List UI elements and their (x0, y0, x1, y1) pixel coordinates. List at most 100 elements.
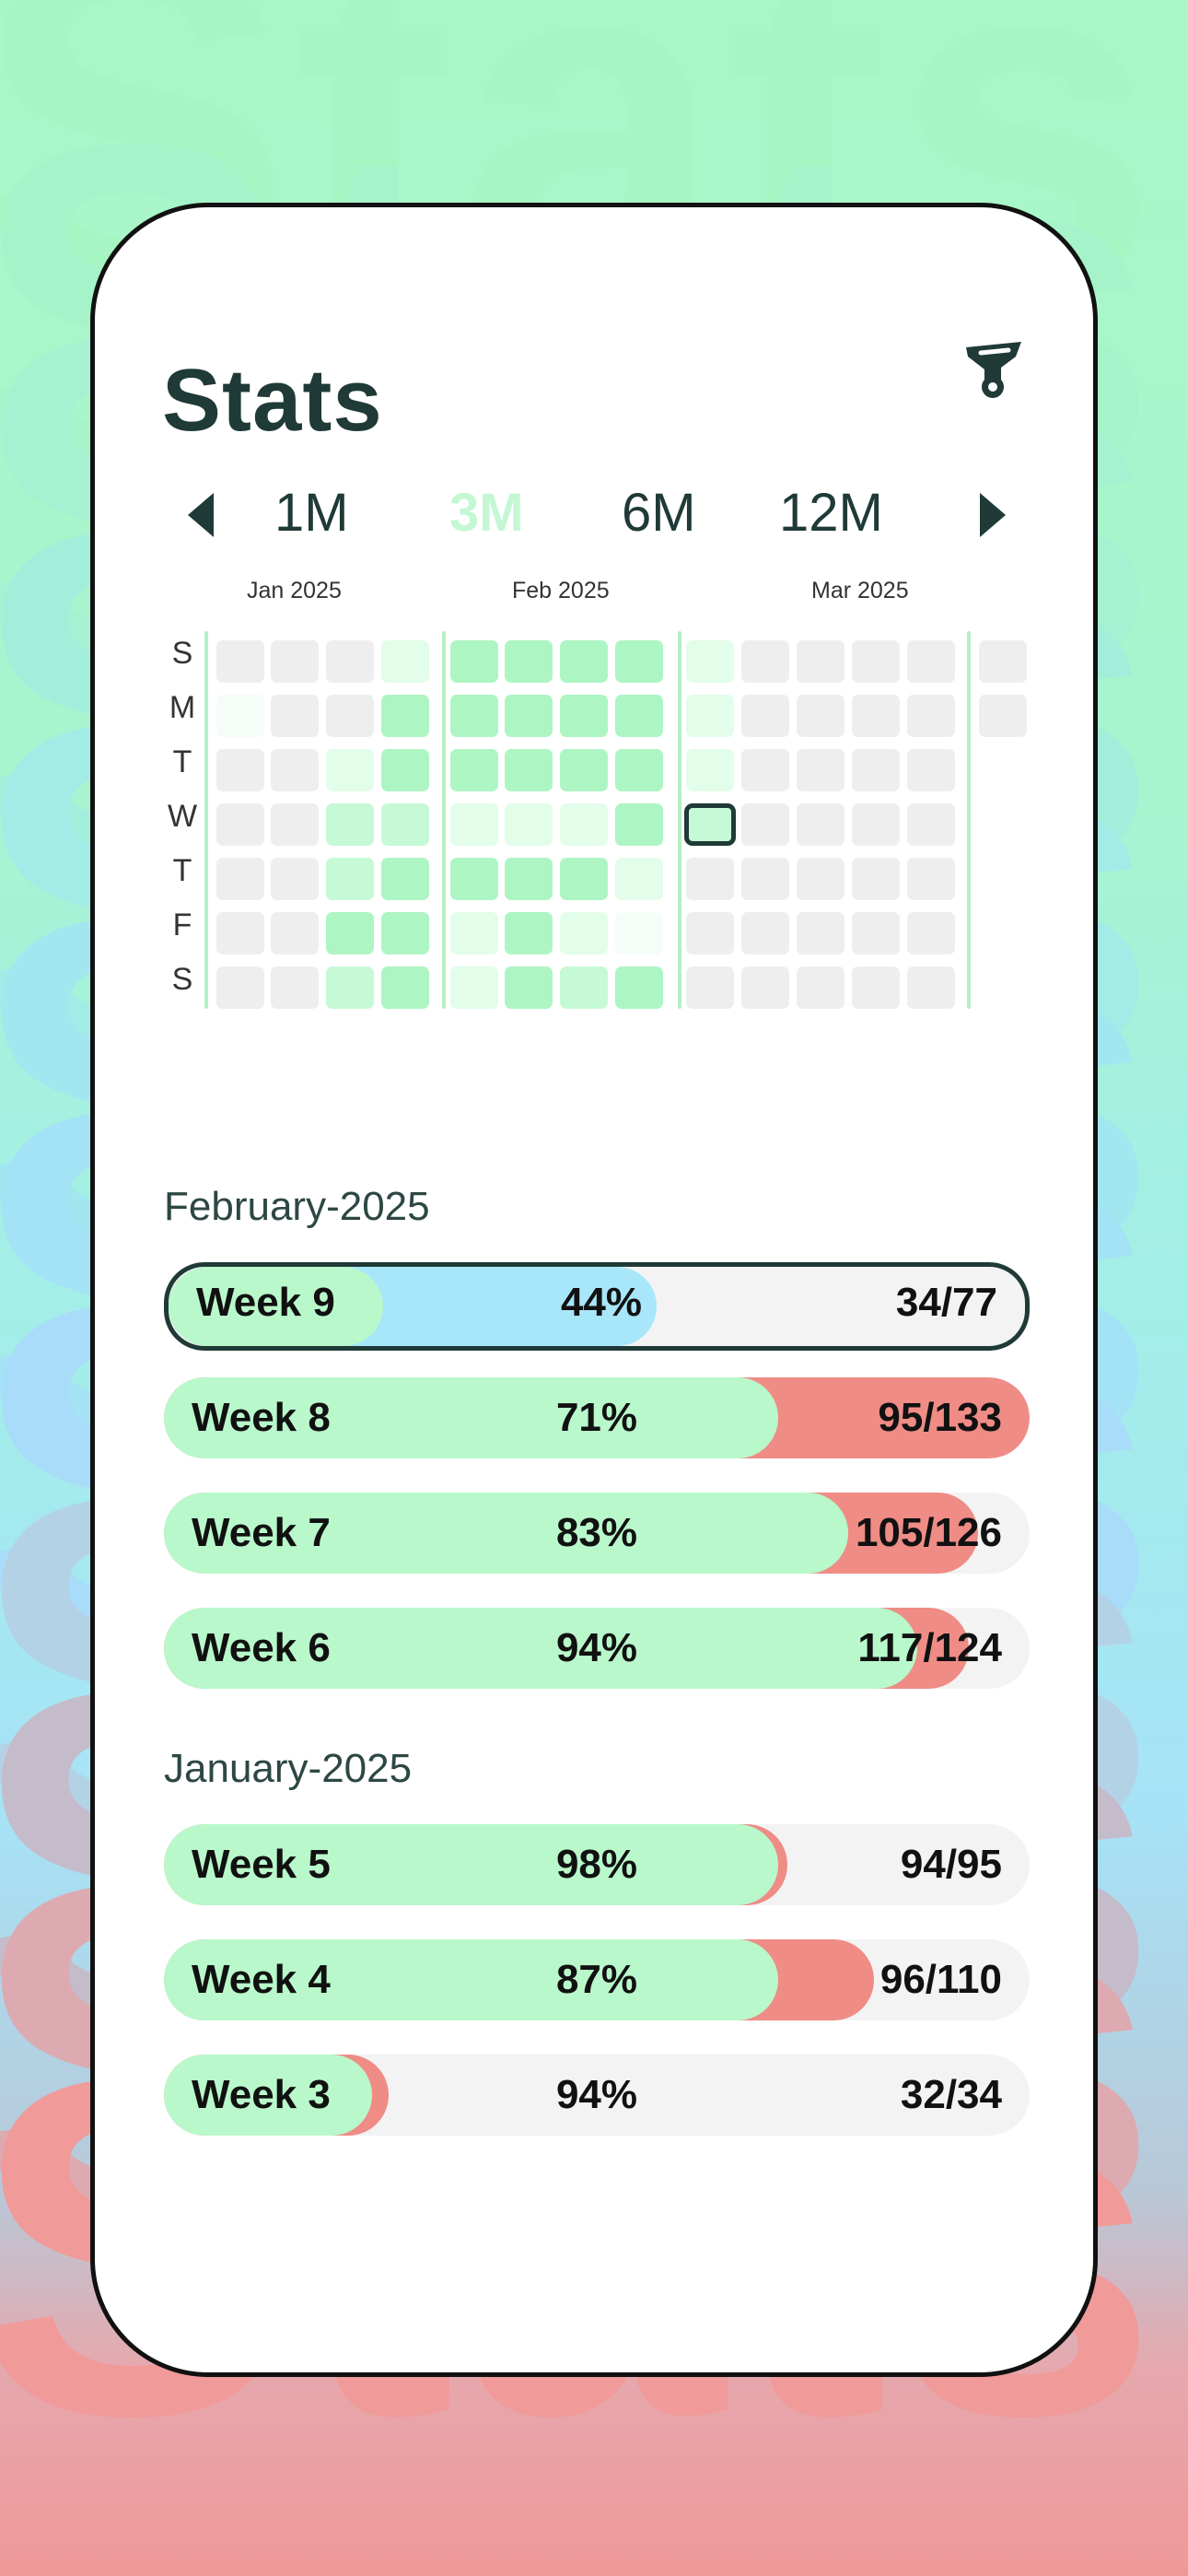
heatmap-day-cell[interactable] (741, 858, 789, 900)
heatmap-day-cell[interactable] (686, 912, 734, 954)
heatmap-day-cell[interactable] (505, 749, 553, 791)
week-progress-bar[interactable]: Week 9 44% 34/77 (164, 1262, 1030, 1351)
heatmap-day-cell[interactable] (560, 803, 608, 846)
heatmap-day-cell[interactable] (271, 803, 319, 846)
heatmap-day-cell[interactable] (216, 966, 264, 1009)
heatmap-day-cell[interactable] (979, 640, 1027, 683)
heatmap-day-cell[interactable] (216, 803, 264, 846)
heatmap-day-cell[interactable] (271, 640, 319, 683)
heatmap-day-cell[interactable] (326, 803, 374, 846)
heatmap-day-cell[interactable] (797, 749, 844, 791)
heatmap-day-cell[interactable] (560, 912, 608, 954)
heatmap-day-cell[interactable] (271, 966, 319, 1009)
heatmap-day-cell[interactable] (450, 966, 498, 1009)
heatmap-day-cell[interactable] (560, 640, 608, 683)
heatmap-day-cell[interactable] (741, 640, 789, 683)
heatmap-day-cell[interactable] (852, 966, 900, 1009)
heatmap-day-cell[interactable] (326, 695, 374, 737)
heatmap-day-cell[interactable] (450, 640, 498, 683)
tab-3m[interactable]: 3M (449, 483, 524, 543)
heatmap-day-cell[interactable] (686, 858, 734, 900)
tab-12m[interactable]: 12M (779, 483, 883, 543)
heatmap-day-cell[interactable] (326, 966, 374, 1009)
heatmap-day-cell[interactable] (560, 966, 608, 1009)
heatmap-day-cell[interactable] (907, 858, 955, 900)
heatmap-day-cell[interactable] (381, 749, 429, 791)
heatmap-day-cell[interactable] (852, 912, 900, 954)
heatmap-day-cell[interactable] (979, 695, 1027, 737)
heatmap-day-cell[interactable] (505, 912, 553, 954)
week-progress-bar[interactable]: Week 4 87% 96/110 (164, 1939, 1030, 2020)
heatmap-day-cell[interactable] (326, 858, 374, 900)
chevron-left-icon[interactable] (182, 489, 219, 541)
heatmap-day-cell[interactable] (271, 858, 319, 900)
heatmap-day-cell[interactable] (741, 803, 789, 846)
heatmap-day-cell[interactable] (907, 803, 955, 846)
heatmap-day-cell[interactable] (326, 912, 374, 954)
heatmap-day-cell[interactable] (450, 912, 498, 954)
heatmap-day-cell[interactable] (505, 803, 553, 846)
heatmap-day-cell[interactable] (741, 912, 789, 954)
heatmap-day-cell[interactable] (505, 640, 553, 683)
heatmap-day-cell[interactable] (505, 966, 553, 1009)
heatmap-day-cell[interactable] (326, 640, 374, 683)
heatmap-day-cell[interactable] (615, 966, 663, 1009)
tab-1m[interactable]: 1M (274, 483, 349, 543)
heatmap-day-cell[interactable] (615, 640, 663, 683)
heatmap-day-cell[interactable] (852, 858, 900, 900)
selected-day-marker[interactable] (684, 803, 736, 846)
heatmap-day-cell[interactable] (907, 912, 955, 954)
heatmap-day-cell[interactable] (615, 912, 663, 954)
heatmap-day-cell[interactable] (271, 749, 319, 791)
heatmap-day-cell[interactable] (450, 749, 498, 791)
heatmap-day-cell[interactable] (615, 695, 663, 737)
heatmap-day-cell[interactable] (686, 749, 734, 791)
heatmap-day-cell[interactable] (907, 749, 955, 791)
heatmap-day-cell[interactable] (450, 858, 498, 900)
filter-funnel-icon[interactable] (961, 336, 1027, 403)
heatmap-day-cell[interactable] (615, 858, 663, 900)
heatmap-day-cell[interactable] (686, 966, 734, 1009)
tab-6m[interactable]: 6M (622, 483, 696, 543)
heatmap-day-cell[interactable] (797, 966, 844, 1009)
heatmap-day-cell[interactable] (907, 695, 955, 737)
heatmap-day-cell[interactable] (450, 803, 498, 846)
heatmap-day-cell[interactable] (852, 803, 900, 846)
heatmap-day-cell[interactable] (852, 695, 900, 737)
heatmap-day-cell[interactable] (741, 749, 789, 791)
heatmap-day-cell[interactable] (505, 858, 553, 900)
chevron-right-icon[interactable] (974, 489, 1011, 541)
heatmap-day-cell[interactable] (381, 695, 429, 737)
heatmap-day-cell[interactable] (381, 803, 429, 846)
heatmap-day-cell[interactable] (797, 912, 844, 954)
heatmap-day-cell[interactable] (216, 640, 264, 683)
heatmap-day-cell[interactable] (797, 803, 844, 846)
heatmap-day-cell[interactable] (271, 912, 319, 954)
heatmap-day-cell[interactable] (450, 695, 498, 737)
heatmap-day-cell[interactable] (797, 858, 844, 900)
heatmap-day-cell[interactable] (907, 966, 955, 1009)
heatmap-day-cell[interactable] (216, 912, 264, 954)
week-progress-bar[interactable]: Week 8 71% 95/133 (164, 1377, 1030, 1458)
heatmap-day-cell[interactable] (797, 640, 844, 683)
heatmap-day-cell[interactable] (381, 966, 429, 1009)
heatmap-day-cell[interactable] (907, 640, 955, 683)
heatmap-day-cell[interactable] (852, 749, 900, 791)
heatmap-day-cell[interactable] (560, 749, 608, 791)
heatmap-day-cell[interactable] (560, 858, 608, 900)
heatmap-day-cell[interactable] (381, 640, 429, 683)
heatmap-day-cell[interactable] (797, 695, 844, 737)
heatmap-day-cell[interactable] (741, 966, 789, 1009)
heatmap-day-cell[interactable] (615, 749, 663, 791)
heatmap-day-cell[interactable] (216, 695, 264, 737)
heatmap-day-cell[interactable] (271, 695, 319, 737)
heatmap-day-cell[interactable] (560, 695, 608, 737)
week-progress-bar[interactable]: Week 3 94% 32/34 (164, 2055, 1030, 2136)
heatmap-day-cell[interactable] (852, 640, 900, 683)
heatmap-day-cell[interactable] (615, 803, 663, 846)
heatmap-day-cell[interactable] (686, 640, 734, 683)
heatmap-day-cell[interactable] (381, 912, 429, 954)
week-progress-bar[interactable]: Week 7 83% 105/126 (164, 1493, 1030, 1574)
week-progress-bar[interactable]: Week 5 98% 94/95 (164, 1824, 1030, 1905)
heatmap-day-cell[interactable] (741, 695, 789, 737)
